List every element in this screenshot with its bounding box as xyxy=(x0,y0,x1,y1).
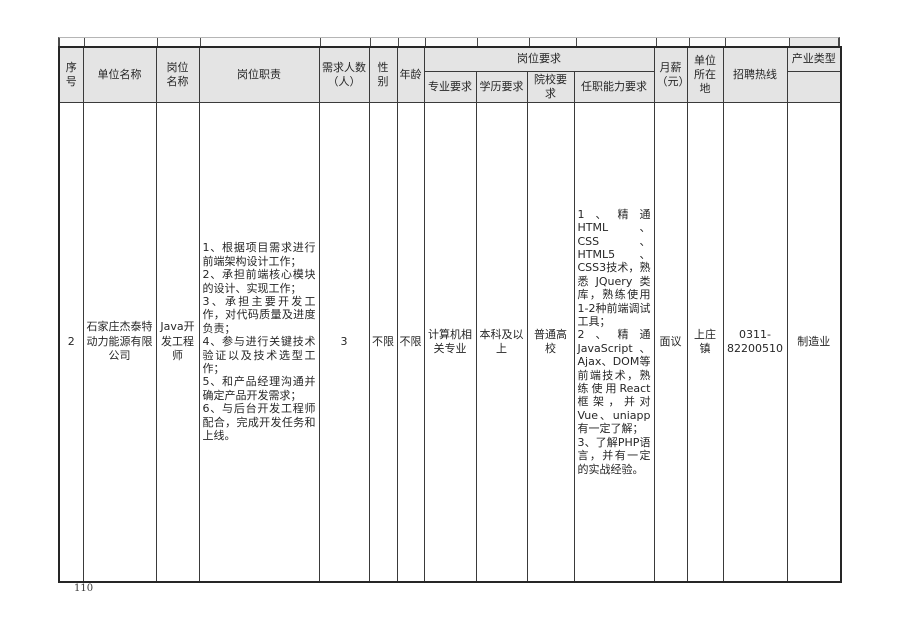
column-divider xyxy=(477,38,478,46)
column-divider xyxy=(425,38,426,46)
column-divider xyxy=(370,38,371,46)
header-education-requirement: 学历要求 xyxy=(475,70,528,104)
header-age: 年龄 xyxy=(396,46,425,104)
cell-major-requirement: 计算机相关专业 xyxy=(423,102,477,583)
header-major-requirement: 专业要求 xyxy=(423,70,477,104)
column-divider xyxy=(84,38,85,46)
cell-position-name: Java开发工程师 xyxy=(155,102,200,583)
cell-school-requirement: 普通高校 xyxy=(526,102,575,583)
header-salary: 月薪 （元） xyxy=(653,46,688,104)
cell-salary: 面议 xyxy=(653,102,688,583)
column-divider xyxy=(689,38,690,46)
header-company-name: 单位名称 xyxy=(82,46,157,104)
header-industry-type: 产业类型 xyxy=(786,46,842,72)
column-divider xyxy=(200,38,201,46)
header-serial-number: 序号 xyxy=(58,46,84,104)
column-divider xyxy=(320,38,321,46)
cell-serial-number: 2 xyxy=(58,102,84,583)
header-position-name: 岗位 名称 xyxy=(155,46,200,104)
header-headcount: 需求人数 （人） xyxy=(318,46,370,104)
job-table: 序号 单位名称 岗位 名称 岗位职责 需求人数 （人） 性 别 年龄 岗位要求 … xyxy=(58,46,842,583)
column-divider xyxy=(529,38,530,46)
header-job-requirements-group: 岗位要求 xyxy=(423,46,655,72)
header-hotline: 招聘热线 xyxy=(722,46,788,104)
sliver-last-cell-fill xyxy=(789,38,838,46)
column-divider xyxy=(157,38,158,46)
column-divider xyxy=(576,38,577,46)
header-gender: 性 别 xyxy=(368,46,398,104)
column-divider xyxy=(725,38,726,46)
header-job-duties: 岗位职责 xyxy=(198,46,320,104)
table-row: 2 石家庄杰泰特动力能源有限公司 Java开发工程师 1、根据项目需求进行前端架… xyxy=(58,102,842,583)
cell-education-requirement: 本科及以上 xyxy=(475,102,528,583)
cell-headcount: 3 xyxy=(318,102,370,583)
header-ability-requirement: 任职能力要求 xyxy=(573,70,655,104)
cell-hotline: 0311- 82200510 xyxy=(722,102,788,583)
header-location: 单位 所在地 xyxy=(686,46,724,104)
column-divider xyxy=(789,38,790,46)
cell-ability-requirement: 1、精通HTML、CSS、HTML5、CSS3技术，熟悉JQuery类库，熟练使… xyxy=(573,102,655,583)
cell-age: 不限 xyxy=(396,102,425,583)
cell-company-name: 石家庄杰泰特动力能源有限公司 xyxy=(82,102,157,583)
column-divider xyxy=(656,38,657,46)
header-school-requirement: 院校要求 xyxy=(526,70,575,104)
cell-location: 上庄镇 xyxy=(686,102,724,583)
header-industry-type-empty xyxy=(786,70,842,104)
cell-job-duties: 1、根据项目需求进行前端架构设计工作； 2、承担前端核心模块的设计、实现工作； … xyxy=(198,102,320,583)
cell-gender: 不限 xyxy=(368,102,398,583)
page-number: 110 xyxy=(74,583,94,594)
cell-industry-type: 制造业 xyxy=(786,102,842,583)
table-continuation-sliver xyxy=(58,37,840,46)
column-divider xyxy=(398,38,399,46)
